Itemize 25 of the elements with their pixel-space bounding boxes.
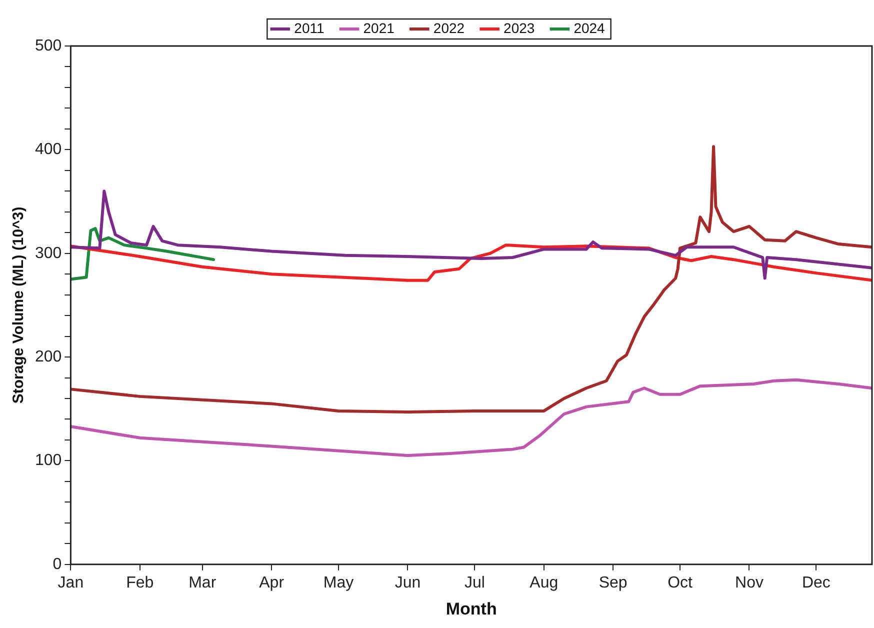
x-tick-label: Apr [259, 574, 285, 592]
y-tick-label: 0 [52, 556, 62, 573]
legend-label: 2023 [504, 20, 535, 36]
x-tick-label: Jan [58, 574, 84, 592]
legend-label: 2022 [433, 20, 465, 36]
x-tick-label: Mar [188, 574, 217, 592]
x-tick-label: Jul [464, 574, 485, 592]
legend-label: 2011 [294, 20, 324, 36]
y-tick-label: 100 [34, 452, 62, 470]
x-tick-label: Nov [735, 574, 764, 592]
x-tick-label: Aug [530, 574, 558, 592]
y-tick-label: 400 [34, 141, 62, 158]
x-tick-label: Jun [394, 574, 421, 592]
legend-label: 2021 [363, 20, 395, 36]
legend-label: 2024 [574, 20, 606, 36]
x-tick-label: Feb [126, 574, 154, 592]
y-axis-title: Storage Volume (ML) (10^3) [10, 206, 28, 404]
y-tick-label: 300 [34, 244, 62, 262]
y-tick-label: 500 [34, 37, 62, 54]
x-axis-title: Month [446, 599, 497, 618]
x-tick-label: May [323, 574, 354, 592]
x-tick-label: Sep [598, 574, 628, 592]
y-tick-label: 200 [34, 348, 62, 366]
x-tick-label: Oct [668, 574, 694, 592]
x-tick-label: Dec [802, 574, 830, 592]
